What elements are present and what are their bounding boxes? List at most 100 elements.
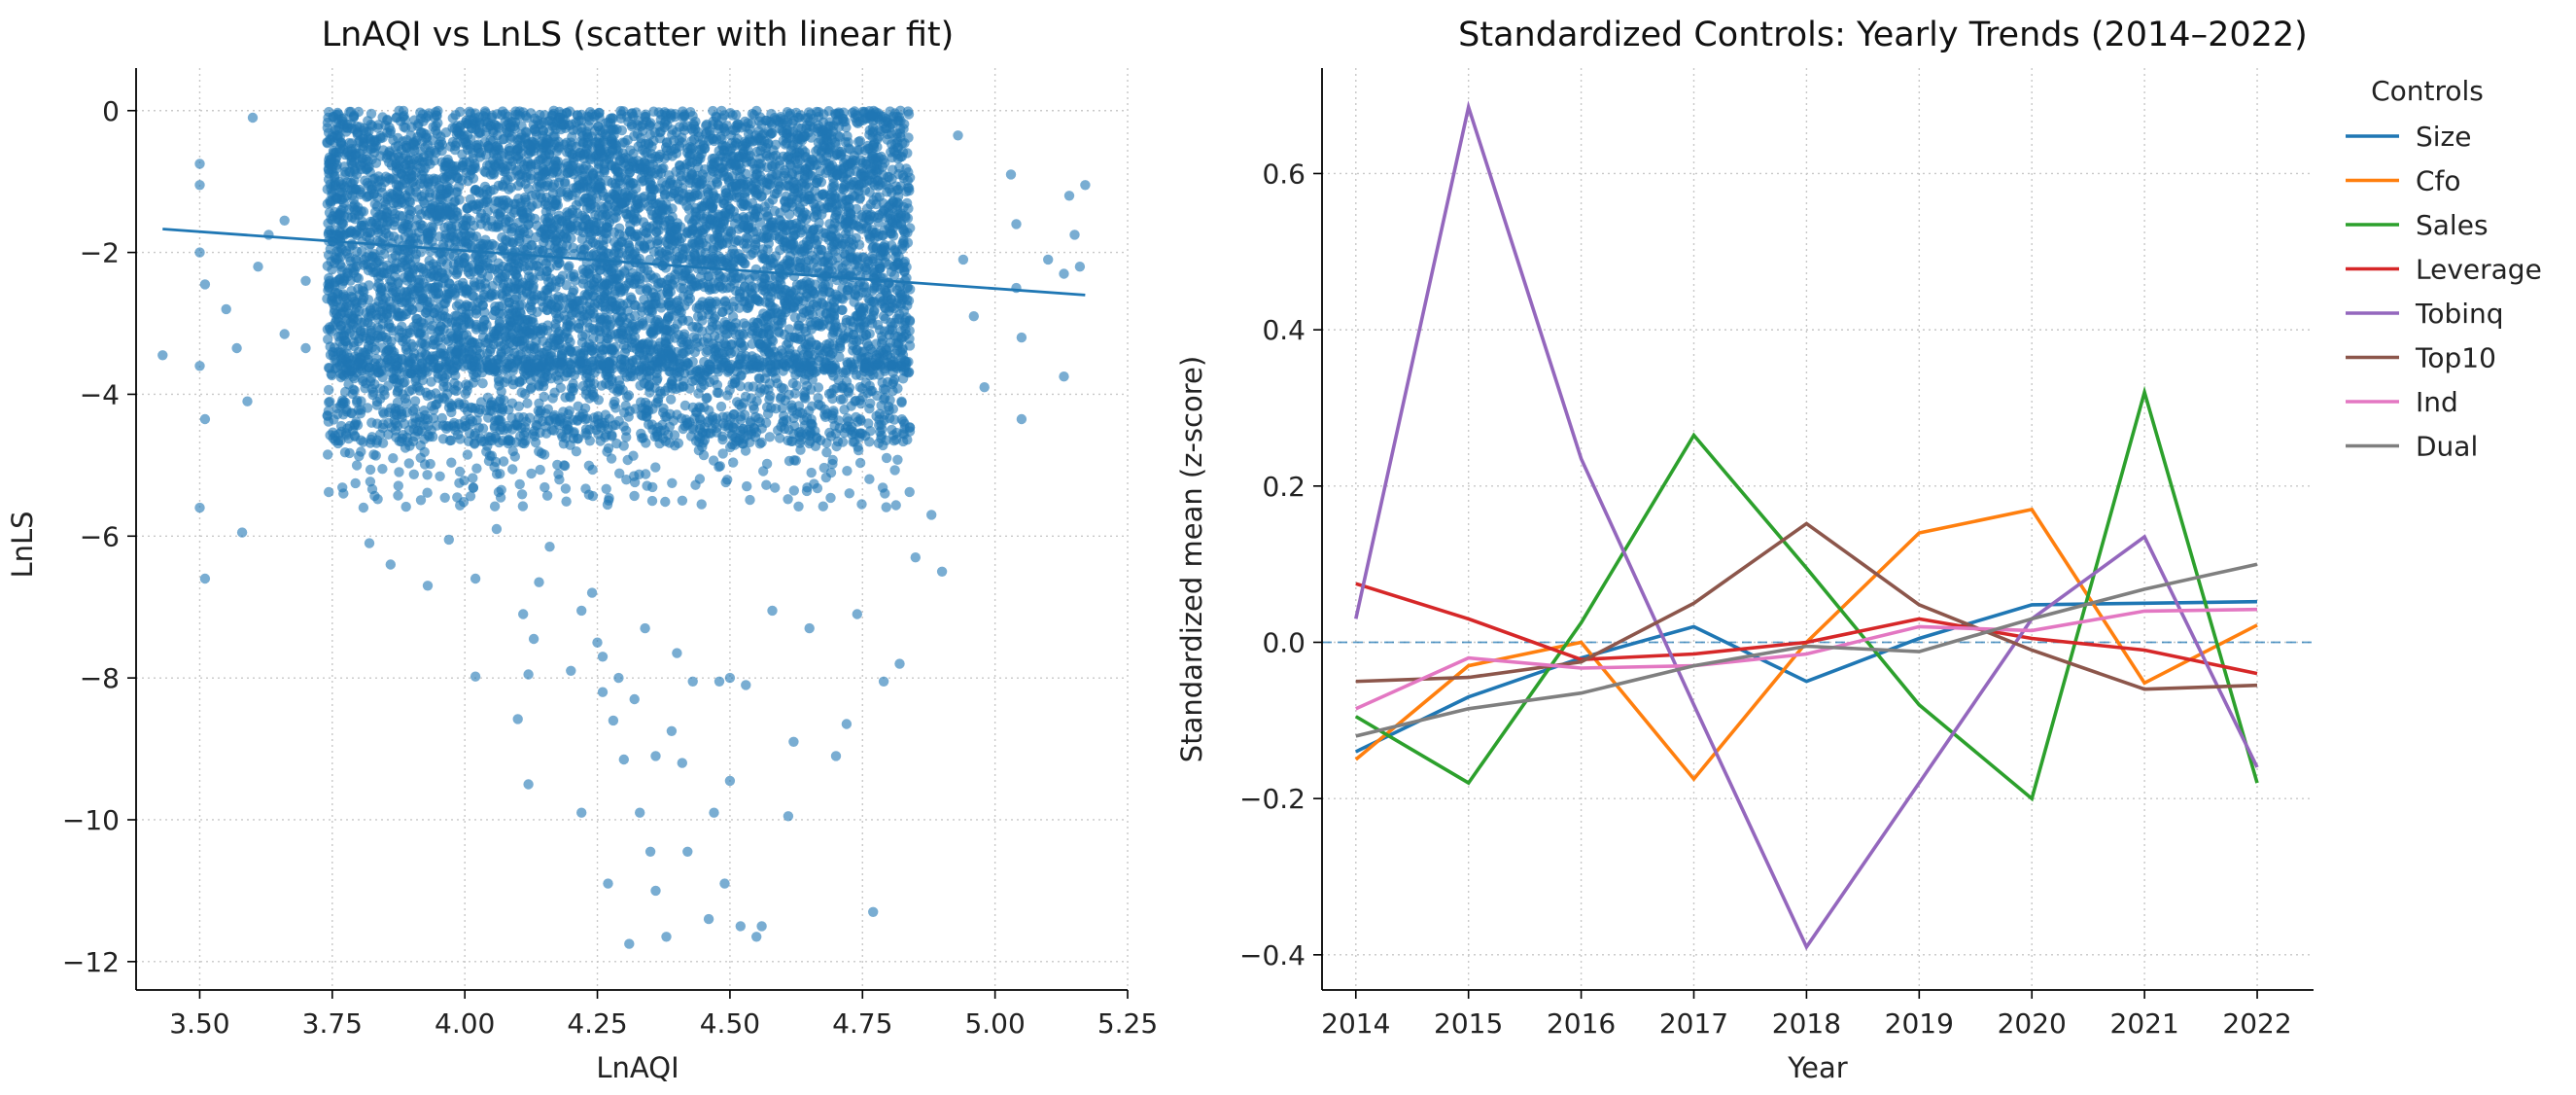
scatter-point	[393, 490, 403, 501]
scatter-point	[394, 163, 404, 175]
scatter-point	[864, 474, 875, 484]
scatter-point	[584, 436, 595, 446]
scatter-point	[487, 280, 498, 292]
scatter-point	[465, 491, 476, 502]
scatter-point	[766, 334, 777, 345]
scatter-point	[520, 427, 531, 438]
scatter-point	[629, 490, 640, 502]
scatter-point	[793, 501, 804, 512]
scatter-point	[814, 217, 824, 229]
scatter-point	[393, 480, 403, 491]
scatter-point	[630, 404, 641, 414]
scatter-point	[603, 175, 613, 187]
scatter-point	[750, 293, 761, 303]
scatter-point	[323, 334, 333, 345]
scatter-point	[365, 376, 376, 387]
scatter-point	[842, 466, 853, 477]
scatter-point	[635, 380, 645, 391]
scatter-point	[660, 336, 671, 347]
scatter-point	[627, 355, 638, 367]
scatter-point	[583, 489, 595, 500]
scatter-point	[447, 113, 458, 124]
scatter-point	[753, 125, 764, 136]
scatter-point	[740, 391, 751, 402]
scatter-point	[774, 433, 785, 443]
scatter-point	[496, 484, 506, 495]
scatter-point	[761, 479, 772, 490]
scatter-point	[454, 477, 465, 488]
scatter-point	[741, 321, 751, 332]
scatter-point	[728, 457, 739, 468]
scatter-point	[636, 138, 646, 149]
scatter-point	[499, 395, 509, 406]
scatter-point	[540, 481, 550, 493]
scatter-point	[865, 398, 876, 408]
scatter-point	[679, 283, 689, 294]
scatter-point	[714, 461, 725, 472]
scatter-point	[600, 409, 611, 420]
scatter-point	[457, 149, 468, 159]
scatter-point	[474, 404, 486, 415]
scatter-point	[439, 492, 450, 503]
scatter-point	[827, 393, 838, 405]
scatter-point	[522, 288, 533, 299]
scatter-point	[677, 313, 687, 324]
scatter-point	[770, 482, 781, 493]
scatter-point	[350, 477, 361, 489]
scatter-point	[507, 374, 519, 386]
scatter-point	[687, 356, 698, 368]
scatter-point	[833, 415, 844, 426]
scatter-point	[408, 469, 419, 479]
scatter-point	[409, 396, 421, 406]
scatter-point	[577, 278, 588, 289]
scatter-point	[876, 298, 888, 309]
scatter-point	[717, 434, 728, 445]
scatter-point	[881, 452, 892, 464]
scatter-point	[587, 464, 598, 476]
scatter-point	[653, 234, 664, 246]
scatter-point	[579, 290, 590, 300]
scatter-point	[525, 374, 536, 385]
scatter-point	[616, 236, 627, 248]
scatter-point	[660, 496, 671, 508]
scatter-point	[516, 489, 528, 500]
scatter-point	[751, 227, 762, 237]
scatter-point	[885, 412, 895, 424]
scatter-point	[557, 270, 568, 281]
scatter-point	[638, 433, 648, 443]
scatter-point	[659, 326, 670, 336]
scatter-point	[452, 187, 463, 197]
scatter-point	[904, 486, 915, 498]
scatter-point	[571, 446, 582, 457]
scatter-point	[537, 296, 547, 306]
scatter-point	[898, 416, 909, 427]
scatter-point	[513, 401, 524, 411]
scatter-point	[760, 206, 772, 218]
scatter-point	[436, 412, 447, 424]
scatter-point	[463, 436, 474, 446]
scatter-point	[905, 284, 916, 295]
scatter-point	[447, 136, 459, 148]
scatter-point	[365, 477, 376, 487]
scatter-point	[789, 312, 800, 323]
scatter-point	[468, 473, 478, 483]
scatter-point	[832, 261, 843, 271]
scatter-point	[409, 404, 420, 414]
scatter-point	[729, 236, 741, 247]
scatter-point	[844, 488, 854, 499]
scatter-point	[370, 450, 381, 461]
scatter-point	[388, 453, 399, 464]
scatter-chart: LnAQI vs LnLS (scatter with linear fit) …	[6, 16, 1158, 1084]
scatter-point	[322, 198, 332, 209]
scatter-point	[756, 437, 767, 448]
scatter-point	[615, 105, 626, 117]
scatter-point	[348, 336, 360, 348]
scatter-point	[611, 438, 622, 449]
scatter-point	[771, 404, 782, 414]
scatter-point	[598, 251, 609, 262]
scatter-point	[377, 112, 388, 123]
scatter-point	[580, 424, 592, 435]
scatter-point	[554, 475, 565, 485]
scatter-point	[719, 420, 731, 432]
scatter-point	[324, 384, 334, 396]
